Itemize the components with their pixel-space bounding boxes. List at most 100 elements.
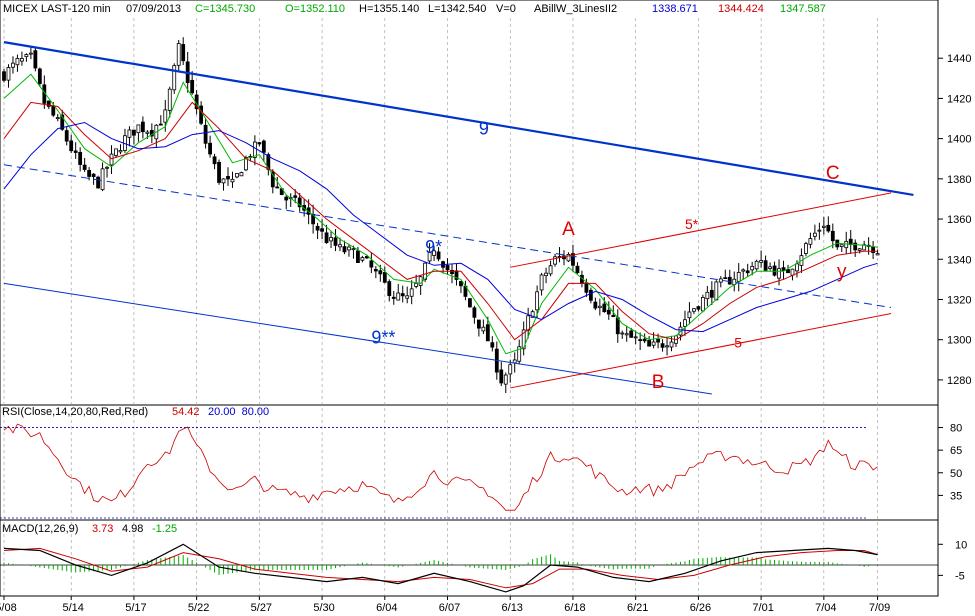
candle-body [64, 130, 69, 142]
candle [517, 339, 522, 365]
candle [176, 39, 181, 72]
candle-body [315, 225, 320, 231]
macd-line [3, 543, 878, 593]
candle-body [754, 260, 759, 270]
candle [588, 287, 593, 304]
candle-body [176, 43, 181, 66]
candle-body [597, 305, 602, 308]
candle [450, 264, 454, 284]
header-close: C=1345.730 [195, 3, 255, 15]
candle-body [20, 58, 24, 62]
candle [432, 246, 436, 262]
candle [875, 249, 880, 256]
header-symbol: MICEX LAST-120 min [3, 3, 111, 15]
rsi-panel-frame [0, 404, 939, 521]
candle-body [212, 156, 217, 165]
candle-body [705, 291, 710, 300]
candle-body [87, 170, 92, 177]
candle-body [615, 317, 620, 335]
candle-body [777, 268, 781, 279]
candle [203, 118, 208, 149]
candle [772, 261, 777, 277]
rsi-tick-label: 35 [950, 490, 962, 502]
trend-line [3, 41, 914, 197]
candle [692, 308, 696, 315]
candle [718, 276, 723, 288]
candle-body [588, 289, 593, 301]
candle [261, 139, 266, 162]
candle-body [485, 324, 490, 342]
candle [418, 275, 423, 295]
candle [700, 294, 705, 313]
candle-body [651, 341, 656, 346]
candle [6, 64, 11, 88]
trend-label-5star: 5* [685, 216, 699, 232]
candle-body [329, 237, 333, 242]
moving-average-line-0 [3, 73, 878, 355]
candle-body [812, 232, 817, 237]
price-panel-frame [0, 0, 939, 406]
candle-body [37, 68, 42, 85]
candle [28, 46, 33, 60]
candle [781, 260, 786, 280]
candle [696, 305, 701, 312]
macd-tick-label: 10 [955, 539, 967, 551]
candle [91, 173, 96, 185]
candle-body [373, 268, 378, 272]
price-tick-label: 1400 [947, 134, 971, 146]
candle [624, 325, 629, 342]
rsi-tick-label: 50 [950, 468, 962, 480]
candle [329, 231, 333, 249]
candle-body [687, 311, 692, 319]
candle [284, 194, 289, 210]
date-tick-label: 7/01 [752, 602, 773, 614]
candle [2, 68, 6, 83]
candle-body [199, 105, 204, 124]
candle-body [333, 237, 338, 246]
candle [539, 272, 544, 296]
price-tick-label: 1300 [947, 335, 971, 347]
candle-body [275, 186, 280, 189]
candle [490, 336, 495, 352]
candle-body [781, 267, 786, 272]
candle [566, 252, 571, 263]
candle-body [405, 295, 410, 299]
candle-body [414, 282, 419, 287]
candle [158, 115, 163, 126]
candle-body [696, 306, 701, 310]
candle [754, 259, 759, 271]
date-tick-label: 5/14 [62, 602, 83, 614]
trend-label-5: 5 [734, 335, 742, 351]
header-high: H=1355.140 [359, 3, 419, 15]
candle-body [709, 289, 714, 298]
candle-body [51, 105, 56, 116]
trend-line [3, 282, 712, 395]
candle-body [575, 265, 580, 274]
candle-body [459, 281, 463, 287]
candle-body [445, 265, 450, 271]
wave-labels: A B Cy [562, 163, 847, 393]
header-low: L=1342.540 [428, 3, 486, 15]
candle [481, 319, 486, 335]
rsi-legend-levels: 20.00 80.00 [208, 406, 269, 418]
candle-body [624, 333, 629, 336]
date-tick-label: 5/08 [0, 602, 17, 614]
candle [544, 267, 548, 284]
candle-body [804, 243, 808, 254]
candle-body [351, 248, 356, 251]
candle [181, 37, 186, 65]
candle-body [839, 244, 844, 247]
candle-body [82, 164, 87, 170]
trend-lines: 9 9* 9** 5 5* [3, 41, 914, 395]
candle [324, 224, 329, 244]
candle [347, 243, 351, 257]
candle-body [826, 224, 831, 232]
candle-body [324, 232, 329, 244]
candle [20, 51, 24, 66]
candle-body [759, 260, 764, 263]
candle [333, 229, 338, 252]
candle-body [400, 293, 405, 297]
candle [37, 67, 42, 87]
candle [369, 252, 374, 274]
candle [660, 339, 665, 352]
